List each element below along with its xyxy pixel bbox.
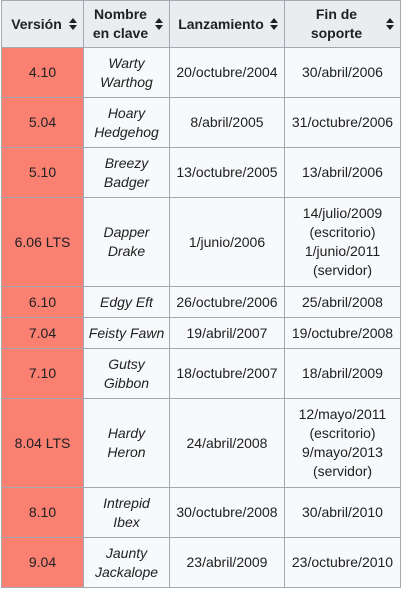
codename-cell: Feisty Fawn (83, 317, 170, 349)
codename-cell: Jaunty Jackalope (83, 537, 170, 588)
codename-cell: Breezy Badger (83, 147, 170, 198)
eol-cell: 18/abril/2009 (284, 348, 401, 399)
release-cell: 30/octubre/2008 (169, 487, 285, 538)
codename-cell: Intrepid Ibex (83, 487, 170, 538)
version-cell: 6.06 LTS (1, 197, 84, 287)
column-header-eol[interactable]: Fin de soporte (284, 0, 401, 48)
table-row: 5.10 Breezy Badger 13/octubre/2005 13/ab… (1, 147, 401, 198)
version-cell: 4.10 (1, 47, 84, 98)
table-row: 6.10 Edgy Eft 26/octubre/2006 25/abril/2… (1, 286, 401, 318)
release-cell: 13/octubre/2005 (169, 147, 285, 198)
column-header-label: Versión (11, 15, 62, 32)
release-cell: 20/octubre/2004 (169, 47, 285, 98)
release-cell: 26/octubre/2006 (169, 286, 285, 318)
table-row: 9.04 Jaunty Jackalope 23/abril/2009 23/o… (1, 537, 401, 588)
table-row: 7.10 Gutsy Gibbon 18/octubre/2007 18/abr… (1, 348, 401, 399)
codename-cell: Warty Warthog (83, 47, 170, 98)
version-cell: 9.04 (1, 537, 84, 588)
eol-cell: 14/julio/2009 (escritorio) 1/junio/2011 … (284, 197, 401, 287)
table-row: 6.06 LTS Dapper Drake 1/junio/2006 14/ju… (1, 197, 401, 287)
codename-cell: Hoary Hedgehog (83, 97, 170, 148)
sort-icon[interactable] (270, 18, 278, 30)
table-row: 8.10 Intrepid Ibex 30/octubre/2008 30/ab… (1, 487, 401, 538)
release-cell: 8/abril/2005 (169, 97, 285, 148)
column-header-version[interactable]: Versión (1, 0, 84, 48)
release-cell: 23/abril/2009 (169, 537, 285, 588)
sort-icon[interactable] (155, 18, 163, 30)
header-row: Versión Nombre en clave Lanzamiento Fin … (1, 0, 401, 48)
release-cell: 24/abril/2008 (169, 398, 285, 488)
eol-cell: 30/abril/2010 (284, 487, 401, 538)
sort-icon[interactable] (386, 18, 394, 30)
release-cell: 18/octubre/2007 (169, 348, 285, 399)
eol-cell: 12/mayo/2011 (escritorio) 9/mayo/2013 (s… (284, 398, 401, 488)
version-cell: 8.10 (1, 487, 84, 538)
version-cell: 5.10 (1, 147, 84, 198)
version-cell: 7.10 (1, 348, 84, 399)
eol-cell: 23/octubre/2010 (284, 537, 401, 588)
eol-cell: 19/octubre/2008 (284, 317, 401, 349)
eol-cell: 30/abril/2006 (284, 47, 401, 98)
version-cell: 6.10 (1, 286, 84, 318)
column-header-label: Nombre en clave (92, 6, 149, 41)
version-cell: 8.04 LTS (1, 398, 84, 488)
column-header-codename[interactable]: Nombre en clave (83, 0, 170, 48)
eol-cell: 31/octubre/2006 (284, 97, 401, 148)
codename-cell: Edgy Eft (83, 286, 170, 318)
column-header-label: Lanzamiento (178, 15, 264, 32)
table-row: 7.04 Feisty Fawn 19/abril/2007 19/octubr… (1, 317, 401, 349)
column-header-label: Fin de soporte (310, 6, 363, 41)
codename-cell: Gutsy Gibbon (83, 348, 170, 399)
release-cell: 19/abril/2007 (169, 317, 285, 349)
version-cell: 5.04 (1, 97, 84, 148)
sort-icon[interactable] (69, 18, 77, 30)
version-cell: 7.04 (1, 317, 84, 349)
table-row: 4.10 Warty Warthog 20/octubre/2004 30/ab… (1, 47, 401, 98)
release-cell: 1/junio/2006 (169, 197, 285, 287)
codename-cell: Hardy Heron (83, 398, 170, 488)
table-row: 5.04 Hoary Hedgehog 8/abril/2005 31/octu… (1, 97, 401, 148)
eol-cell: 25/abril/2008 (284, 286, 401, 318)
table-row: 8.04 LTS Hardy Heron 24/abril/2008 12/ma… (1, 398, 401, 488)
eol-cell: 13/abril/2006 (284, 147, 401, 198)
column-header-release[interactable]: Lanzamiento (169, 0, 285, 48)
codename-cell: Dapper Drake (83, 197, 170, 287)
